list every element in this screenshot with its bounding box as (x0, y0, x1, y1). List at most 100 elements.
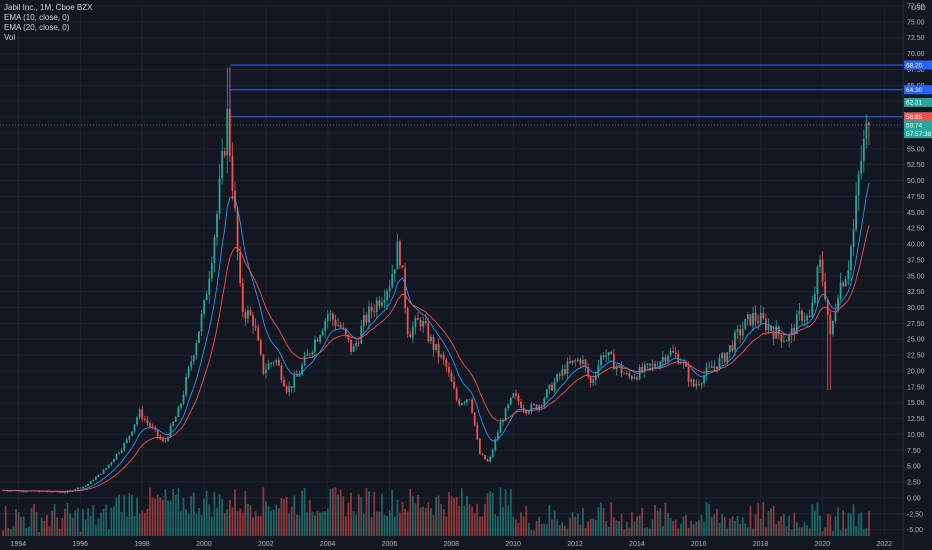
volume-bar (324, 511, 327, 536)
volume-bar (718, 522, 721, 536)
volume-bar (43, 520, 46, 536)
volume-bar (584, 528, 587, 536)
candle-body (136, 417, 138, 425)
volume-layer (2, 487, 870, 536)
volume-bar (533, 530, 535, 536)
candle-body (350, 339, 352, 352)
volume-bar (677, 528, 680, 536)
volume-bar (7, 528, 10, 536)
candle-body (780, 334, 783, 342)
volume-bar (375, 511, 378, 536)
candle-body (388, 287, 391, 292)
volume-bar (610, 502, 613, 536)
volume-bar (708, 503, 711, 536)
candle-body (180, 403, 182, 408)
volume-bar (100, 512, 102, 536)
candle-body (64, 492, 66, 494)
volume-bar (368, 491, 370, 536)
candle-body (118, 452, 120, 454)
candle-body (661, 357, 664, 362)
volume-bar (288, 513, 291, 536)
volume-bar (741, 517, 744, 536)
legend-ema20: EMA (20, close, 0) (4, 23, 70, 32)
volume-bar (259, 515, 262, 536)
volume-bar (633, 521, 636, 536)
volume-bar (700, 514, 703, 536)
volume-bar (605, 521, 608, 536)
candle-body (216, 214, 218, 238)
volume-bar (92, 505, 95, 536)
volume-bar (149, 487, 151, 536)
candle-body (249, 310, 252, 316)
price-tag-label: 58.85 (906, 114, 923, 121)
candle-body (115, 453, 118, 460)
candle-body (654, 363, 656, 367)
volume-bar (661, 525, 664, 536)
candle-body (770, 325, 772, 331)
candle-body (419, 320, 422, 327)
candle-body (393, 269, 396, 274)
volume-bar (762, 502, 765, 536)
price-axis[interactable]: 77.5075.0072.5070.0067.5065.0062.5060.00… (907, 4, 926, 535)
candle-body (169, 425, 172, 438)
candle-body (257, 327, 260, 341)
y-tick-label: -5.00 (907, 527, 923, 534)
volume-bar (401, 502, 404, 536)
volume-bar (360, 497, 363, 536)
candle-body (502, 420, 504, 422)
candle-body (455, 388, 458, 400)
volume-bar (267, 505, 270, 536)
volume-bar (113, 506, 115, 536)
candle-body (236, 208, 239, 253)
candle-body (491, 449, 494, 457)
candle-body (463, 402, 466, 404)
volume-bar (602, 507, 605, 536)
candle-body (584, 359, 587, 368)
volume-bar (690, 520, 693, 536)
volume-bar (216, 507, 218, 536)
candle-body (582, 359, 584, 364)
candle-body (685, 362, 687, 367)
volume-bar (429, 508, 432, 536)
candle-body (210, 263, 213, 279)
candle-body (239, 252, 242, 284)
volume-bar (131, 494, 133, 536)
candle-body (74, 489, 77, 491)
x-tick-label: 2002 (258, 541, 274, 548)
time-axis[interactable]: 1994 1996 1998 2000 2002 2004 2006 2008 2010 2012… (11, 541, 893, 548)
candle-body (172, 421, 175, 426)
volume-bar (82, 508, 84, 536)
volume-bar (458, 506, 461, 536)
volume-bar (674, 519, 677, 536)
volume-bar (625, 521, 628, 536)
candle-body (373, 311, 376, 313)
candle-body (672, 351, 675, 353)
volume-bar (205, 490, 208, 536)
volume-bar (788, 515, 790, 536)
volume-bar (785, 526, 788, 536)
candle-body (600, 355, 602, 366)
volume-bar (499, 487, 502, 536)
volume-bar (669, 517, 672, 536)
candle-body (344, 328, 347, 335)
volume-bar (79, 531, 82, 536)
candle-body (226, 108, 229, 156)
volume-bar (765, 527, 767, 536)
candle-body (107, 464, 110, 469)
volume-bar (182, 497, 185, 536)
candle-body (597, 365, 600, 376)
candle-body (486, 459, 489, 462)
volume-bar (254, 511, 257, 536)
volume-bar (659, 508, 662, 536)
volume-bar (316, 510, 319, 536)
volume-bar (365, 487, 368, 536)
y-tick-label: 70.00 (907, 51, 925, 58)
volume-bar (656, 510, 659, 536)
candle-body (25, 491, 28, 493)
candle-body (481, 454, 484, 456)
volume-bar (422, 506, 425, 536)
volume-bar (107, 529, 110, 536)
candle-body (538, 405, 541, 410)
